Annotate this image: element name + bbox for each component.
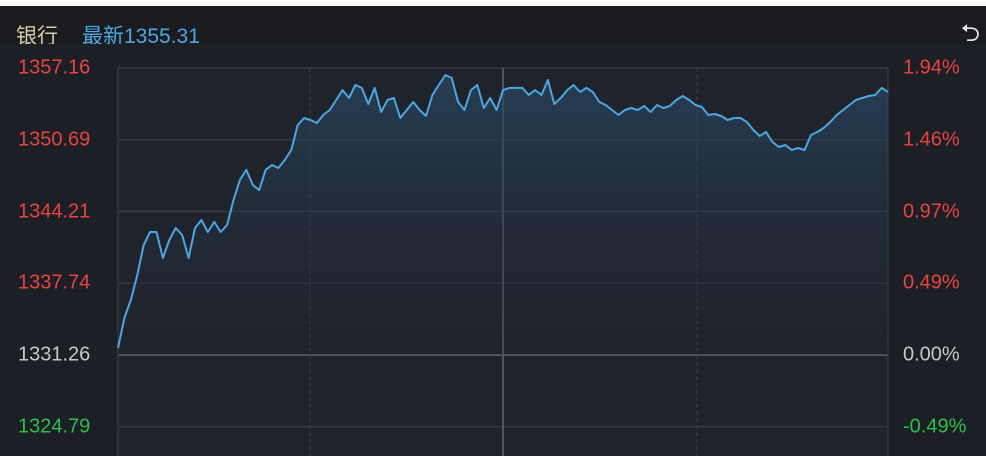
chart-svg: [117, 67, 889, 456]
price-line: [117, 74, 889, 349]
percent-tick-label: 0.97%: [903, 200, 960, 222]
percent-tick-label: 1.94%: [903, 56, 960, 79]
percent-tick-label: -0.49%: [903, 415, 967, 438]
percent-tick-label: 0.00%: [903, 343, 960, 366]
percent-tick-label: 1.46%: [903, 128, 960, 151]
percent-tick-label: 0.49%: [903, 271, 960, 294]
price-tick-label: 1324.79: [18, 415, 91, 438]
price-tick-label: 1350.69: [18, 128, 91, 151]
price-tick-label: 1357.16: [18, 56, 91, 79]
undo-arrow-icon[interactable]: ⮌: [960, 20, 980, 47]
price-tick-label: 1337.74: [18, 271, 91, 294]
top-strip: [0, 0, 986, 6]
price-tick-label: 1344.21: [18, 200, 91, 222]
chart-header: 银行 最新1355.31 ⮌: [0, 6, 986, 48]
price-area-fill: [118, 75, 888, 355]
intraday-chart: 1357.16 1.94% 1350.69 1.46% 1344.21 0.97% 1337…: [0, 44, 986, 456]
price-tick-label: 1331.26: [18, 343, 91, 366]
index-name: 银行: [16, 25, 58, 48]
latest-price: 最新1355.31: [82, 25, 200, 48]
